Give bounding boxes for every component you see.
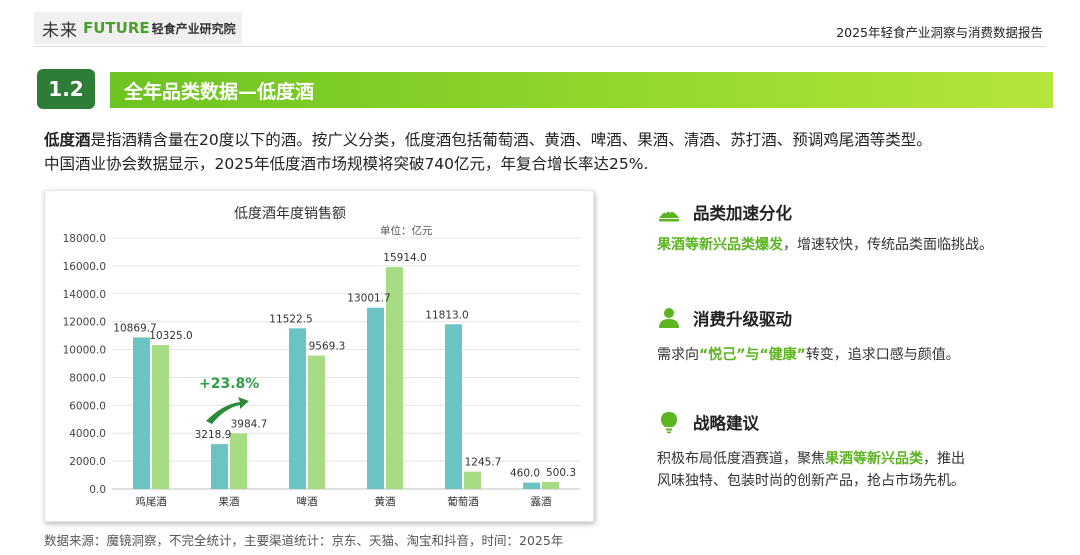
- data-label: 11522.5: [269, 313, 312, 325]
- data-label: 15914.0: [383, 252, 426, 264]
- chart-svg: 低度酒年度销售额 单位：亿元 0.0 2000.0 4000.0 6000.0 8000…: [63, 206, 580, 508]
- bar: [133, 337, 150, 489]
- bar: [289, 328, 306, 489]
- bar: [367, 307, 384, 489]
- sales-chart: 低度酒年度销售额 单位：亿元 0.0 2000.0 4000.0 6000.0 8000…: [44, 190, 594, 522]
- section-title-bar: 全年品类数据—低度酒: [110, 72, 1053, 108]
- insight-consumption-text-1: 需求向: [657, 347, 699, 363]
- bar: [152, 345, 169, 489]
- y-tick-label: 10000.0: [63, 345, 106, 357]
- insight-strategy-title: 战略建议: [693, 414, 759, 433]
- intro-line-1: 低度酒是指酒精含量在20度以下的酒。按广义分类，低度酒包括葡萄酒、黄酒、啤酒、果…: [44, 128, 1064, 152]
- insight-category-highlight: 果酒等新兴品类爆发: [657, 237, 783, 253]
- bar-layer: [133, 267, 559, 489]
- logo-cn: 未来: [42, 20, 78, 41]
- growth-arrow-icon: [206, 397, 249, 424]
- header-divider: [34, 46, 1046, 47]
- growth-annotation: +23.8%: [199, 376, 259, 392]
- chart-title: 低度酒年度销售额: [234, 206, 346, 222]
- insight-consumption-text-2: 与: [745, 347, 760, 363]
- bar: [211, 444, 228, 489]
- logo-en: FUTURE: [83, 19, 150, 37]
- insight-consumption-body: 需求向“悦己”与“健康”转变，追求口感与颜值。: [657, 344, 1057, 366]
- report-title: 2025年轻食产业洞察与消费数据报告: [836, 25, 1043, 40]
- x-tick-label: 露酒: [531, 495, 552, 508]
- x-tick-label: 葡萄酒: [447, 495, 479, 508]
- insight-strategy-highlight: 果酒等新兴品类: [825, 451, 923, 467]
- data-label: 11813.0: [425, 309, 468, 321]
- y-tick-label: 8000.0: [69, 372, 106, 384]
- logo-sub: 轻食产业研究院: [151, 21, 236, 36]
- logo: 未来 FUTURE 轻食产业研究院: [34, 12, 242, 44]
- y-tick-label: 14000.0: [63, 289, 106, 301]
- y-tick-label: 0.0: [89, 484, 106, 496]
- insight-strategy-text-3: 风味独特、包装时尚的创新产品，抢占市场先机。: [657, 473, 965, 489]
- insight-consumption-text-3: 转变，追求口感与颜值。: [805, 347, 960, 363]
- person-icon: [659, 308, 679, 328]
- intro-term: 低度酒: [44, 131, 91, 149]
- insight-consumption-title: 消费升级驱动: [693, 310, 792, 329]
- x-tick-label: 啤酒: [297, 495, 318, 508]
- insight-consumption: 消费升级驱动 需求向“悦己”与“健康”转变，追求口感与颜值。: [657, 306, 1057, 366]
- data-label: 3984.7: [231, 418, 268, 430]
- data-source: 数据来源：魔镜洞察，不完全统计，主要渠道统计：京东、天猫、淘宝和抖音，时间：20…: [44, 533, 564, 548]
- y-tick-label: 18000.0: [63, 233, 106, 245]
- insight-strategy-text-1: 积极布局低度酒赛道，聚焦: [657, 451, 825, 467]
- insight-consumption-highlight-2: “健康”: [759, 347, 806, 363]
- section-number: 1.2: [37, 69, 95, 109]
- annotation-layer: +23.8%: [199, 376, 259, 424]
- insight-strategy: 战略建议 积极布局低度酒赛道，聚焦果酒等新兴品类，推出 风味独特、包装时尚的创新…: [657, 410, 1057, 492]
- y-tick-label: 16000.0: [63, 261, 106, 273]
- data-label: 500.3: [546, 467, 576, 479]
- data-label: 13001.7: [347, 293, 390, 305]
- data-label: 1245.7: [465, 457, 502, 469]
- insight-consumption-highlight-1: “悦己”: [699, 347, 746, 363]
- x-tick-label: 黄酒: [375, 495, 396, 508]
- bar: [386, 267, 403, 489]
- lightbulb-icon: [661, 412, 677, 433]
- intro-line-2: 中国酒业协会数据显示，2025年低度酒市场规模将突破740亿元，年复合增长率达2…: [44, 155, 649, 173]
- insight-category-text: ，增速较快，传统品类面临挑战。: [783, 237, 993, 253]
- y-tick-label: 6000.0: [69, 400, 106, 412]
- data-label: 10325.0: [149, 330, 192, 342]
- y-tick-label: 2000.0: [69, 456, 106, 468]
- section-title: 全年品类数据—低度酒: [124, 80, 315, 103]
- label-layer: 0.0 2000.0 4000.0 6000.0 8000.0 10000.0 12000.…: [63, 233, 576, 508]
- chart-unit: 单位：亿元: [380, 224, 433, 237]
- data-label: 460.0: [510, 468, 540, 480]
- y-tick-label: 4000.0: [69, 428, 106, 440]
- bar: [445, 324, 462, 489]
- growth-hill-icon: [659, 208, 679, 222]
- data-label: 3218.9: [195, 429, 232, 441]
- y-tick-label: 12000.0: [63, 317, 106, 329]
- x-tick-label: 鸡尾酒: [135, 495, 167, 508]
- intro-line-1-rest: 是指酒精含量在20度以下的酒。按广义分类，低度酒包括葡萄酒、黄酒、啤酒、果酒、清…: [90, 131, 932, 149]
- insight-category-body: 果酒等新兴品类爆发，增速较快，传统品类面临挑战。: [657, 234, 1057, 256]
- insight-category: 品类加速分化 果酒等新兴品类爆发，增速较快，传统品类面临挑战。: [657, 200, 1057, 256]
- insight-strategy-text-2: ，推出: [923, 451, 965, 467]
- intro-paragraph: 低度酒是指酒精含量在20度以下的酒。按广义分类，低度酒包括葡萄酒、黄酒、啤酒、果…: [44, 128, 1064, 176]
- bar: [523, 482, 540, 489]
- bar: [542, 482, 559, 489]
- bar: [308, 355, 325, 489]
- insight-strategy-body: 积极布局低度酒赛道，聚焦果酒等新兴品类，推出 风味独特、包装时尚的创新产品，抢占…: [657, 448, 1057, 492]
- grid-layer: [112, 237, 580, 490]
- data-label: 10869.7: [113, 322, 156, 334]
- bar: [464, 471, 481, 489]
- insight-category-title: 品类加速分化: [693, 204, 792, 223]
- x-tick-label: 果酒: [219, 495, 240, 508]
- bar: [230, 433, 247, 489]
- data-label: 9569.3: [309, 341, 346, 353]
